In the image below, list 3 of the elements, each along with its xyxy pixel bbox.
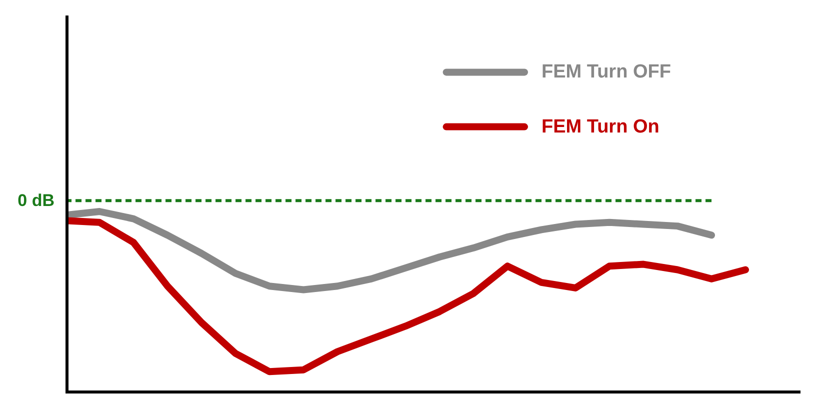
legend-label: FEM Turn OFF: [542, 62, 671, 83]
ref-line-label: 0 dB: [18, 191, 55, 210]
legend-label: FEM Turn On: [542, 116, 660, 138]
